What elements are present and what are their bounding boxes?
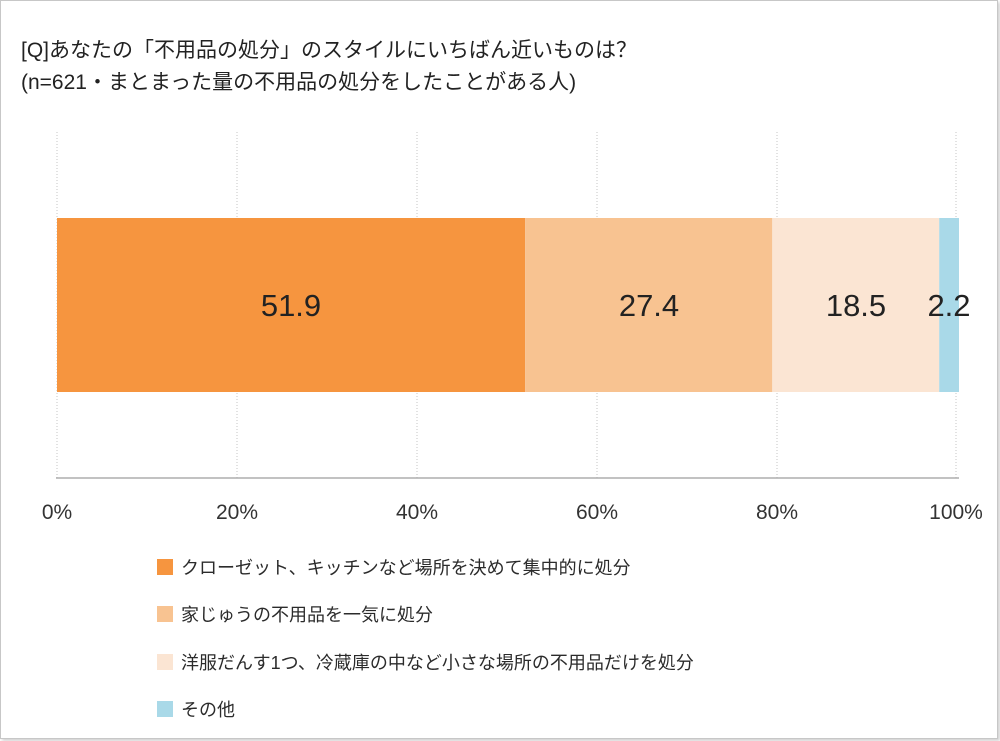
svg-text:51.9: 51.9 (261, 288, 321, 323)
svg-text:40%: 40% (396, 501, 438, 524)
svg-text:0%: 0% (42, 501, 72, 524)
svg-text:60%: 60% (576, 501, 618, 524)
svg-text:2.2: 2.2 (927, 288, 970, 323)
svg-text:80%: 80% (756, 501, 798, 524)
svg-text:100%: 100% (929, 501, 983, 524)
svg-text:18.5: 18.5 (826, 288, 886, 323)
svg-text:20%: 20% (216, 501, 258, 524)
svg-text:27.4: 27.4 (619, 288, 679, 323)
